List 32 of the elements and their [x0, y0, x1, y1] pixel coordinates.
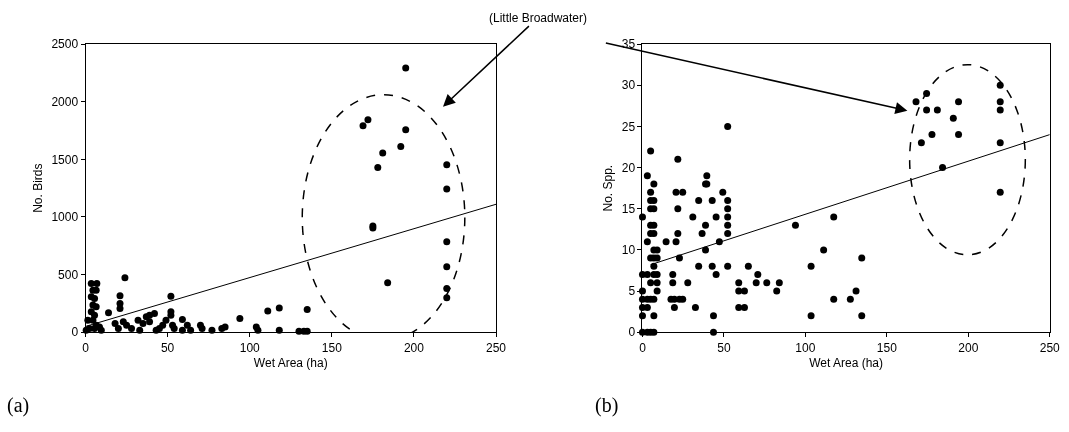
text: (a): [7, 394, 30, 417]
x-tick-label: 50: [717, 340, 731, 355]
y-tick-label: 30: [621, 78, 636, 93]
y-tick-label: 0: [628, 325, 636, 340]
x-axis-title: Wet Area (ha): [809, 355, 884, 370]
x-tick-label: 150: [876, 340, 898, 355]
x-tick-label: 150: [321, 340, 343, 355]
x-tick-label: 250: [1039, 340, 1061, 355]
x-tick-label: 0: [639, 340, 647, 355]
y-tick-label: 20: [621, 160, 636, 175]
x-tick-label: 250: [486, 340, 507, 355]
x-tick-label: 200: [403, 340, 425, 355]
x-tick-label: 50: [160, 340, 175, 355]
y-tick-label: 15: [621, 201, 636, 216]
y-tick-label: 25: [621, 119, 636, 134]
y-tick-label: 2000: [51, 94, 79, 109]
x-tick-label: 100: [795, 340, 816, 355]
y-tick-label: 0: [71, 325, 79, 340]
y-axis-title: No. Spp.: [601, 164, 616, 212]
y-tick-label: 10: [621, 243, 636, 258]
y-tick-label: 1000: [51, 210, 79, 225]
x-tick-label: 0: [82, 340, 90, 355]
y-tick-label: 500: [58, 267, 79, 282]
x-tick-label: 100: [239, 340, 261, 355]
y-tick-label: 1500: [51, 152, 79, 167]
text: (Little Broadwater): [489, 11, 588, 25]
x-tick-label: 200: [958, 340, 979, 355]
y-tick-label: 2500: [51, 37, 79, 52]
text: (b): [595, 394, 619, 417]
x-axis-title: Wet Area (ha): [253, 355, 328, 370]
y-axis-title: No. Birds: [30, 163, 45, 213]
y-tick-label: 5: [628, 284, 636, 299]
